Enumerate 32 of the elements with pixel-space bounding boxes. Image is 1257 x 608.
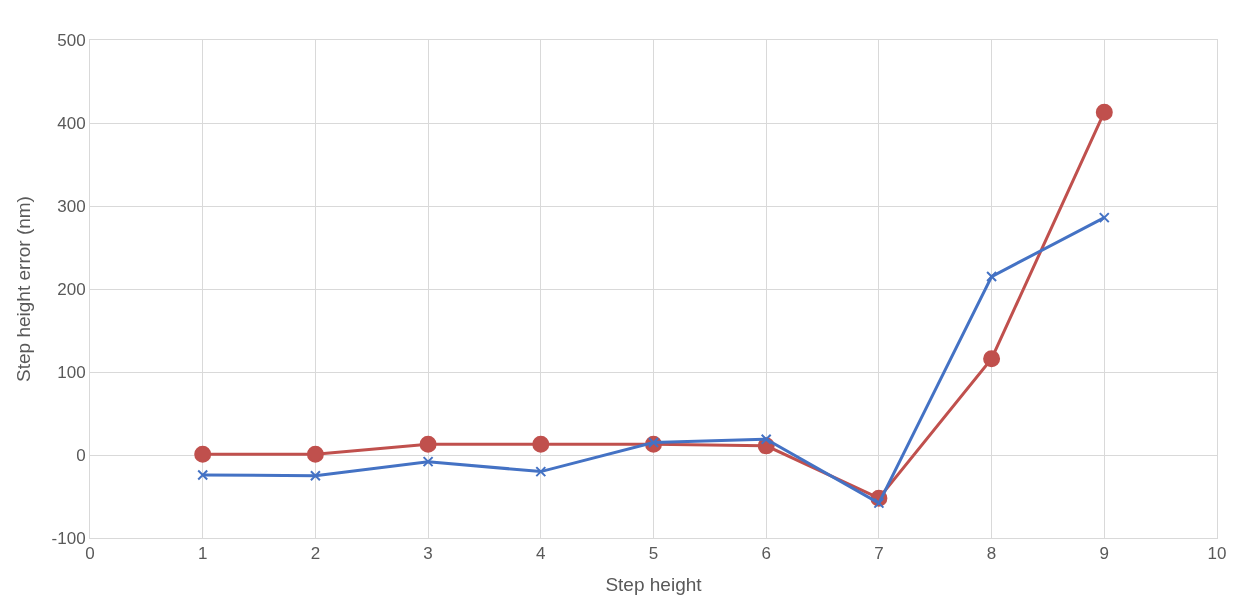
point	[1098, 212, 1110, 224]
point	[306, 445, 324, 463]
point	[419, 435, 437, 453]
x-tick-label: 10	[1207, 544, 1227, 564]
y-tick-label: 200	[57, 279, 86, 299]
x-tick-label: 5	[648, 544, 659, 564]
y-axis-title: Step height error (nm)	[13, 196, 35, 382]
x-tick-label: 2	[310, 544, 321, 564]
x-tick-label: 7	[874, 544, 884, 564]
y-tick-label: 500	[57, 30, 86, 50]
x-tick-label: 6	[761, 544, 771, 564]
x-tick-label: 9	[1099, 544, 1110, 564]
point	[194, 445, 212, 463]
x-tick-label: 8	[986, 544, 997, 564]
y-tick-label: -100	[51, 528, 86, 548]
point	[760, 433, 772, 445]
point	[532, 435, 550, 453]
y-tick-label: 300	[57, 196, 86, 216]
point	[983, 350, 1001, 368]
point	[986, 271, 998, 283]
y-tick-label: 0	[76, 445, 86, 465]
x-tick-label: 3	[423, 544, 433, 564]
x-axis-title: Step height	[605, 574, 703, 596]
x-tick-label: 1	[197, 544, 208, 564]
point	[1095, 103, 1113, 121]
x-tick-label: 4	[536, 544, 546, 564]
point	[197, 469, 209, 481]
point	[422, 456, 434, 468]
point	[309, 470, 321, 482]
point	[535, 466, 547, 478]
y-tick-label: 400	[57, 113, 86, 133]
y-tick-label: 100	[57, 362, 86, 382]
